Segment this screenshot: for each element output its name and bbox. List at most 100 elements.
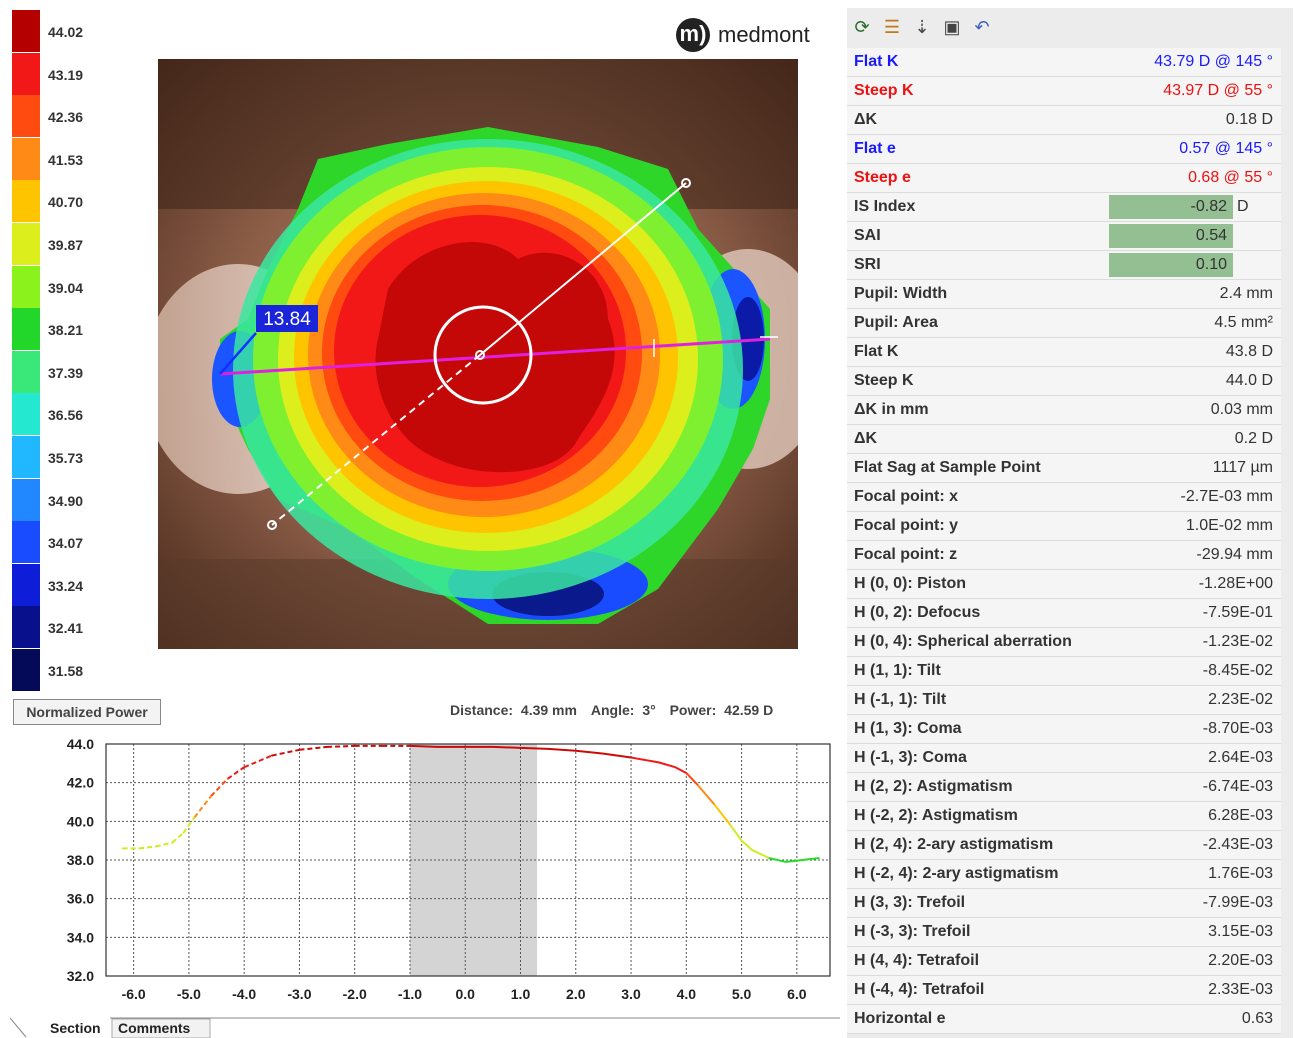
- measurement-overlay[interactable]: 13.84: [219, 178, 778, 530]
- profile-point: [182, 832, 185, 834]
- callout-leader: [219, 332, 257, 375]
- profile-segment: [802, 857, 820, 861]
- section-profile-chart[interactable]: -6.0 -5.0 -4.0 -3.0 -2.0 -1.0 0.0 1.0 2.0 3.0 4.0 5…: [10, 732, 840, 1016]
- legend-value: 35.73: [48, 450, 84, 466]
- param-row: Steep K 43.97 D @ 55 °: [847, 77, 1281, 106]
- param-row: Steep K 44.0 D: [847, 367, 1281, 396]
- param-value: 0.68 @ 55 °: [1188, 169, 1273, 186]
- x-tick-label: 5.0: [732, 986, 752, 1002]
- topography-map[interactable]: 13.84: [158, 59, 798, 649]
- profile-segment: [768, 857, 787, 863]
- param-label: ΔK: [854, 430, 878, 447]
- param-row: Flat e 0.57 @ 145 °: [847, 135, 1281, 164]
- profile-point: [464, 746, 467, 748]
- tab-comments[interactable]: Comments: [118, 1020, 191, 1036]
- profile-point: [138, 847, 140, 850]
- param-value: 2.20E-03: [1208, 952, 1273, 969]
- legend-swatch: [12, 521, 40, 564]
- param-value: -8.70E-03: [1202, 720, 1273, 737]
- x-tick-label: -5.0: [177, 986, 201, 1002]
- legend-value: 42.36: [48, 109, 84, 126]
- profile-point: [713, 803, 715, 805]
- param-label: Focal point: z: [854, 546, 958, 563]
- sort-list-icon[interactable]: ⇣: [914, 17, 930, 37]
- profile-point: [674, 766, 677, 768]
- param-row: Focal point: x -2.7E-03 mm: [847, 483, 1281, 512]
- legend-item: 34.07: [12, 521, 160, 564]
- param-value: -1.28E+00: [1198, 575, 1273, 592]
- legend-swatch: [12, 223, 40, 265]
- x-tick-label: -3.0: [287, 986, 311, 1002]
- profile-point: [696, 783, 699, 786]
- legend-item: 44.02: [12, 10, 160, 52]
- param-value: 4.5 mm²: [1214, 314, 1273, 331]
- save-icon[interactable]: ▣: [943, 17, 961, 37]
- param-value: 2.64E-03: [1208, 749, 1273, 766]
- x-tick-label: 4.0: [677, 986, 697, 1002]
- param-row: H (-2, 2): Astigmatism 6.28E-03: [847, 802, 1281, 831]
- profile-point: [492, 746, 494, 748]
- param-value: 2.4 mm: [1219, 285, 1273, 302]
- legend-value: 38.21: [48, 322, 84, 339]
- profile-segment: [227, 766, 245, 780]
- profile-segment: [193, 795, 212, 819]
- center-handle[interactable]: [475, 350, 485, 360]
- refresh-icon[interactable]: ⟳: [854, 17, 870, 37]
- color-scale-legend: 44.02 43.19 42.36 41.53 40.70 39.87 39.04 38.21…: [12, 10, 160, 692]
- param-row: H (0, 0): Piston -1.28E+00: [847, 570, 1281, 599]
- x-tick-label: 0.0: [456, 986, 476, 1002]
- profile-point: [547, 748, 549, 750]
- param-row: IS Index -0.82 D: [847, 193, 1281, 222]
- param-row: SAI 0.54: [847, 222, 1281, 251]
- profile-segment: [603, 752, 632, 759]
- profile-point: [171, 841, 174, 844]
- param-label: Focal point: y: [854, 517, 958, 534]
- legend-swatch: [12, 436, 40, 478]
- legend-swatch: [12, 95, 40, 138]
- profile-point: [768, 857, 771, 859]
- legend-swatch: [12, 180, 40, 223]
- axis-start-handle[interactable]: [267, 520, 277, 530]
- param-label: H (4, 4): Tetrafoil: [854, 952, 980, 969]
- profile-segment: [658, 761, 676, 769]
- param-row: ΔK 0.18 D: [847, 106, 1281, 135]
- profile-segment: [171, 832, 185, 844]
- param-row: H (-1, 1): Tilt 2.23E-02: [847, 686, 1281, 715]
- x-tick-label: 3.0: [621, 986, 641, 1002]
- parameters-panel: ⟳ ☰ ⇣ ▣ ↶ Flat K 43.79 D @ 145 ° Steep K 43…: [847, 8, 1293, 1038]
- profile-segment: [492, 745, 521, 749]
- param-value: 1.0E-02 mm: [1185, 517, 1273, 534]
- normalized-power-button[interactable]: Normalized Power: [13, 699, 161, 725]
- param-row: Flat K 43.8 D: [847, 338, 1281, 367]
- param-row: Steep e 0.68 @ 55 °: [847, 164, 1281, 193]
- param-value: -2.7E-03 mm: [1180, 488, 1273, 505]
- param-value: -7.99E-03: [1202, 894, 1273, 911]
- param-label: Pupil: Area: [854, 314, 938, 331]
- list-icon[interactable]: ☰: [883, 17, 901, 37]
- param-label: H (-1, 3): Coma: [854, 749, 967, 766]
- legend-value: 43.19: [48, 66, 84, 83]
- profile-point: [630, 756, 632, 759]
- profile-point: [574, 749, 577, 752]
- param-row: Flat Sag at Sample Point 1117 µm: [847, 454, 1281, 483]
- toolbar: ⟳ ☰ ⇣ ▣ ↶: [847, 16, 1293, 40]
- profile-point: [271, 754, 273, 757]
- y-tick-label: 32.0: [67, 968, 94, 984]
- legend-swatch: [12, 350, 40, 393]
- param-row: Pupil: Width 2.4 mm: [847, 280, 1281, 309]
- y-tick-label: 44.0: [67, 736, 94, 752]
- legend-value: 34.07: [48, 535, 84, 552]
- legend-value: 33.24: [48, 577, 84, 594]
- axis-end-handle[interactable]: [681, 178, 691, 188]
- x-tick-label: -2.0: [343, 986, 367, 1002]
- legend-item: 40.70: [12, 180, 160, 223]
- param-row: H (2, 4): 2-ary astigmatism -2.43E-03: [847, 831, 1281, 860]
- undo-icon[interactable]: ↶: [974, 17, 990, 37]
- tab-section[interactable]: Section: [50, 1020, 101, 1036]
- param-label: H (3, 3): Trefoil: [854, 894, 966, 911]
- profile-segment: [327, 744, 355, 748]
- param-row: H (-3, 3): Trefoil 3.15E-03: [847, 918, 1281, 947]
- param-row: Focal point: z -29.94 mm: [847, 541, 1281, 570]
- legend-swatch: [12, 563, 40, 606]
- profile-point: [193, 816, 196, 819]
